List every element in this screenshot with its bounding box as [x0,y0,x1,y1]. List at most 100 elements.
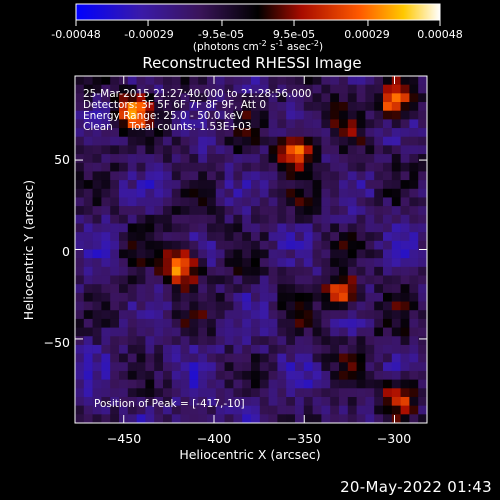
heatmap-cell [119,110,129,120]
heatmap-cell [400,301,410,311]
heatmap-cell [207,414,217,423]
heatmap-cell [365,353,375,363]
heatmap-cell [418,145,427,155]
heatmap-cell [180,136,190,146]
heatmap-cell [347,162,357,172]
heatmap-cell [251,136,261,146]
heatmap-cell [339,284,349,294]
heatmap-cell [224,214,234,224]
heatmap-cell [154,336,164,346]
heatmap-cell [92,301,102,311]
heatmap-cell [409,171,419,181]
heatmap-cell [215,128,225,138]
heatmap-cell [286,171,296,181]
heatmap-cell [374,284,384,294]
heatmap-cell [242,93,252,103]
heatmap-cell [383,284,393,294]
heatmap-cell [154,162,164,172]
heatmap-cell [224,379,234,389]
annotation-counts: Clean Total counts: 1.53E+03 [83,121,252,133]
heatmap-cell [215,344,225,354]
heatmap-cell [127,336,137,346]
heatmap-cell [277,206,287,216]
heatmap-cell [136,353,146,363]
heatmap-cell [418,223,427,233]
heatmap-cell [418,292,427,302]
heatmap-cell [295,76,305,85]
heatmap-cell [374,379,384,389]
heatmap-cell [75,240,85,250]
heatmap-cell [365,84,375,94]
heatmap-cell [242,275,252,285]
heatmap-cell [83,266,93,276]
heatmap-cell [251,414,261,423]
heatmap-cell [119,336,129,346]
heatmap-cell [251,344,261,354]
heatmap-cell [207,353,217,363]
heatmap-cell [409,379,419,389]
heatmap-cell [92,362,102,372]
heatmap-cell [242,240,252,250]
heatmap-cell [224,353,234,363]
heatmap-cell [251,388,261,398]
heatmap-cell [189,154,199,164]
heatmap-cell [75,197,85,207]
heatmap-cell [136,171,146,181]
heatmap-cell [215,214,225,224]
heatmap-cell [83,171,93,181]
heatmap-cell [136,396,146,406]
heatmap-cell [409,284,419,294]
heatmap-cell [251,119,261,129]
heatmap-cell [259,223,269,233]
heatmap-cell [180,414,190,423]
heatmap-cell [233,162,243,172]
heatmap-cell [339,180,349,190]
heatmap-cell [110,275,120,285]
heatmap-cell [277,197,287,207]
heatmap-cell [330,145,340,155]
heatmap-cell [75,301,85,311]
heatmap-cell [119,405,129,415]
colorbar [75,3,441,21]
heatmap-cell [339,197,349,207]
heatmap-cell [198,119,208,129]
heatmap-cell [259,197,269,207]
heatmap-cell [154,249,164,259]
heatmap-cell [136,119,146,129]
heatmap-cell [101,275,111,285]
heatmap-cell [400,284,410,294]
heatmap-cell [339,258,349,268]
heatmap-cell [418,180,427,190]
heatmap-cell [321,258,331,268]
heatmap-cell [251,396,261,406]
heatmap-cell [259,284,269,294]
heatmap-cell [198,388,208,398]
heatmap-cell [75,353,85,363]
heatmap-cell [339,145,349,155]
heatmap-cell [286,197,296,207]
heatmap-cell [295,249,305,259]
heatmap-cell [295,145,305,155]
heatmap-cell [110,223,120,233]
heatmap-cell [215,171,225,181]
heatmap-cell [110,301,120,311]
heatmap-cell [312,336,322,346]
heatmap-cell [295,370,305,380]
heatmap-cell [251,284,261,294]
heatmap-cell [374,110,384,120]
heatmap-cell [321,180,331,190]
heatmap-cell [259,396,269,406]
heatmap-cell [224,110,234,120]
heatmap-cell [224,136,234,146]
heatmap-cell [171,136,181,146]
heatmap-cell [295,110,305,120]
heatmap-cell [374,128,384,138]
heatmap-cell [154,214,164,224]
heatmap-cell [207,206,217,216]
heatmap-cell [347,362,357,372]
heatmap-cell [312,249,322,259]
heatmap-cell [409,249,419,259]
heatmap-cell [92,258,102,268]
heatmap-cell [400,232,410,242]
heatmap-cell [75,249,85,259]
